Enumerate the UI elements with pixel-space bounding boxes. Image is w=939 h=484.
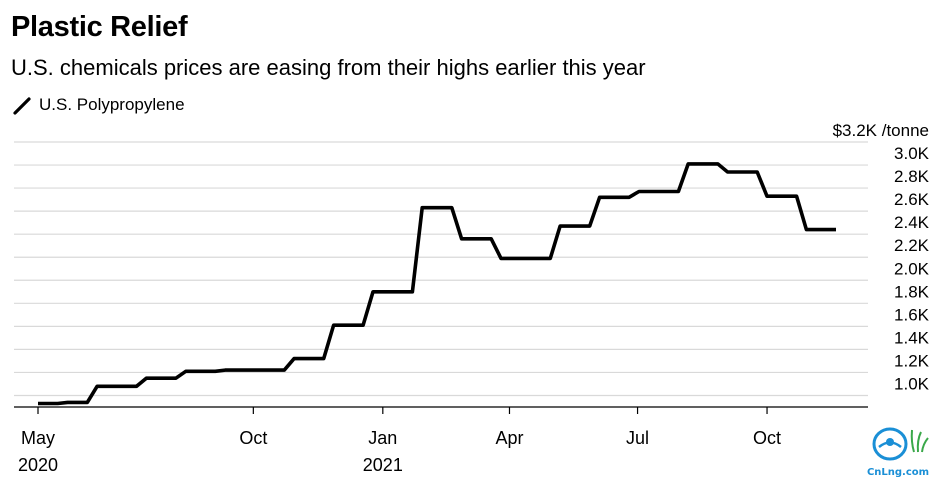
- y-tick-label: 2.2K: [894, 236, 930, 255]
- chart-subtitle: U.S. chemicals prices are easing from th…: [11, 55, 646, 80]
- y-tick-label: 1.0K: [894, 374, 930, 393]
- y-tick-label: 1.4K: [894, 328, 930, 347]
- x-tick-year-label: 2020: [18, 455, 58, 475]
- cnlng-logo: CnLng.com: [867, 427, 929, 478]
- chart-title: Plastic Relief: [11, 11, 188, 43]
- x-tick-label: Jul: [626, 428, 649, 448]
- x-tick-year-label: 2021: [363, 455, 403, 475]
- x-tick-label: Oct: [753, 428, 781, 448]
- x-tick-label: May: [21, 428, 55, 448]
- y-tick-label: 2.4K: [894, 213, 930, 232]
- y-tick-label: 2.0K: [894, 259, 930, 278]
- legend-label: U.S. Polypropylene: [39, 95, 185, 114]
- y-tick-label: 2.8K: [894, 167, 930, 186]
- series-line-polypropylene: [38, 162, 836, 406]
- x-tick-label: Apr: [495, 428, 523, 448]
- x-tick-label: Jan: [368, 428, 397, 448]
- y-tick-label: 1.2K: [894, 351, 930, 370]
- y-tick-label: 1.6K: [894, 305, 930, 324]
- legend: U.S. Polypropylene: [11, 94, 185, 116]
- y-tick-label: $3.2K /tonne: [833, 121, 929, 140]
- line-swatch-icon: [13, 97, 31, 115]
- x-tick-label: Oct: [239, 428, 267, 448]
- y-tick-label: 1.8K: [894, 282, 930, 301]
- y-tick-label: 2.6K: [894, 190, 930, 209]
- y-tick-label: 3.0K: [894, 144, 930, 163]
- logo-text: CnLng.com: [867, 467, 929, 478]
